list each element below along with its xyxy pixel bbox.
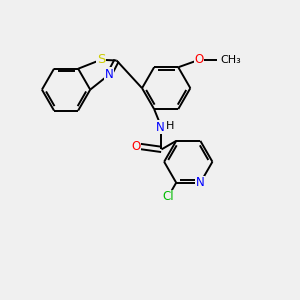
Text: S: S	[97, 53, 105, 66]
Text: O: O	[131, 140, 140, 153]
Text: N: N	[105, 68, 114, 81]
Text: H: H	[166, 121, 174, 131]
Text: O: O	[194, 53, 203, 66]
Text: Cl: Cl	[162, 190, 174, 203]
Text: N: N	[156, 121, 164, 134]
Text: CH₃: CH₃	[220, 55, 241, 65]
Text: N: N	[196, 176, 205, 189]
